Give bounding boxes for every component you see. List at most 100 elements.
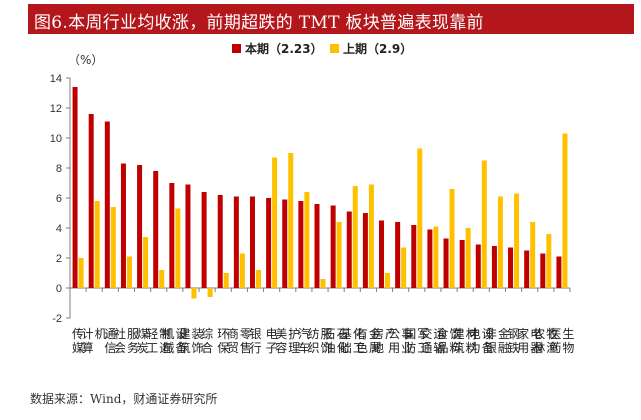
bar-last-period-15 bbox=[304, 192, 310, 288]
bar-last-period-4 bbox=[126, 256, 132, 288]
legend-swatch-last-period bbox=[330, 44, 339, 53]
category-label: 美容护理 bbox=[275, 327, 300, 355]
category-label: 医药生物 bbox=[549, 327, 574, 355]
category-label: 通信 bbox=[104, 327, 116, 355]
category-label: 传媒 bbox=[72, 326, 84, 355]
bar-last-period-28 bbox=[514, 193, 520, 288]
y-axis-unit: （%） bbox=[68, 53, 103, 67]
bar-this-period-30 bbox=[540, 253, 546, 288]
figure-title: 图6.本周行业均收涨，前期超跌的 TMT 板块普遍表现靠前 bbox=[34, 13, 484, 33]
bar-this-period-6 bbox=[153, 171, 159, 288]
bar-this-period-23 bbox=[427, 229, 433, 288]
bar-this-period-17 bbox=[330, 205, 336, 288]
category-label: 煤炭 bbox=[137, 327, 149, 355]
bar-last-period-10 bbox=[223, 273, 229, 288]
category-label: 汽车 bbox=[298, 326, 310, 355]
category-label: 建筑材料 bbox=[453, 327, 478, 355]
bar-this-period-1 bbox=[72, 87, 78, 288]
category-label: 纺织服饰 bbox=[307, 327, 332, 355]
bar-last-period-1 bbox=[78, 258, 84, 288]
category-label: 公用事业 bbox=[388, 327, 413, 355]
category-label: 非银金融 bbox=[485, 326, 510, 355]
bar-this-period-16 bbox=[314, 204, 320, 288]
category-label: 食品饮料 bbox=[437, 326, 462, 355]
y-tick-label: 10 bbox=[50, 133, 62, 145]
bar-last-period-23 bbox=[433, 226, 439, 288]
category-label: 国防军工 bbox=[404, 327, 429, 355]
bar-last-period-19 bbox=[368, 184, 374, 288]
legend-label-last-period: 上期（2.9） bbox=[343, 41, 412, 56]
bar-last-period-8 bbox=[191, 288, 197, 299]
source-note: 数据来源：Wind，财通证券研究所 bbox=[30, 392, 218, 406]
legend-label-this-period: 本期（2.23） bbox=[245, 41, 323, 56]
bar-this-period-27 bbox=[491, 246, 497, 288]
category-label: 有色金属 bbox=[356, 326, 381, 355]
y-tick-label: 12 bbox=[50, 103, 62, 115]
bar-this-period-7 bbox=[169, 183, 175, 288]
bar-this-period-4 bbox=[120, 163, 126, 288]
bar-this-period-26 bbox=[475, 244, 481, 288]
bar-this-period-13 bbox=[266, 198, 272, 288]
y-tick-label: 14 bbox=[50, 73, 62, 85]
bar-this-period-28 bbox=[508, 247, 514, 288]
y-tick-label: 2 bbox=[56, 253, 62, 265]
bar-last-period-2 bbox=[94, 201, 100, 288]
bar-chart: -2 0 2 4 6 8 10 12 14 （%） 传媒计算机通信社会服务煤炭轻工制造机械设备建筑装… bbox=[50, 41, 575, 355]
bar-last-period-5 bbox=[143, 237, 149, 288]
bar-this-period-21 bbox=[395, 222, 401, 288]
category-label: 石油石化 bbox=[324, 327, 349, 355]
bar-last-period-3 bbox=[110, 207, 116, 288]
category-label: 银行 bbox=[249, 327, 261, 355]
bar-last-period-21 bbox=[401, 247, 407, 288]
category-label: 钢铁 bbox=[508, 327, 520, 355]
bar-last-period-18 bbox=[352, 186, 358, 288]
category-label: 社会服务 bbox=[114, 326, 139, 355]
bar-last-period-27 bbox=[497, 196, 503, 288]
bar-last-period-13 bbox=[272, 157, 278, 288]
bar-last-period-6 bbox=[159, 270, 165, 288]
title-bar: 图6.本周行业均收涨，前期超跌的 TMT 板块普遍表现靠前 bbox=[28, 4, 634, 34]
bar-this-period-9 bbox=[201, 192, 207, 288]
bar-this-period-29 bbox=[524, 250, 530, 288]
category-label: 商贸零售 bbox=[227, 326, 252, 355]
bar-last-period-20 bbox=[385, 273, 391, 288]
bar-last-period-25 bbox=[465, 228, 471, 288]
category-label: 房地产 bbox=[372, 326, 397, 355]
bar-last-period-9 bbox=[207, 288, 213, 297]
bar-last-period-11 bbox=[239, 253, 245, 288]
bar-this-period-3 bbox=[104, 121, 110, 288]
bar-last-period-7 bbox=[175, 208, 181, 288]
y-tick-label: 4 bbox=[56, 223, 62, 235]
legend-swatch-this-period bbox=[232, 44, 241, 53]
bar-this-period-24 bbox=[443, 238, 449, 288]
bar-this-period-12 bbox=[249, 196, 255, 288]
bar-this-period-14 bbox=[282, 199, 288, 288]
y-tick-label: -2 bbox=[52, 313, 62, 325]
bar-this-period-20 bbox=[379, 220, 385, 288]
category-label: 环保 bbox=[217, 327, 229, 355]
bar-this-period-15 bbox=[298, 201, 304, 288]
bar-last-period-22 bbox=[417, 148, 423, 288]
category-label: 综合 bbox=[201, 327, 213, 355]
bar-last-period-31 bbox=[562, 133, 568, 288]
category-label: 农林牧渔 bbox=[533, 327, 558, 355]
y-tick-label: 6 bbox=[56, 193, 62, 205]
bar-this-period-25 bbox=[459, 240, 465, 288]
bar-this-period-31 bbox=[556, 256, 562, 288]
bar-this-period-10 bbox=[217, 195, 223, 288]
bar-last-period-16 bbox=[320, 279, 326, 288]
category-label: 基础化工 bbox=[340, 327, 365, 355]
category-label: 建筑装饰 bbox=[178, 327, 203, 355]
y-tick-label: 0 bbox=[56, 283, 62, 295]
bar-this-period-19 bbox=[362, 213, 368, 288]
category-label: 电子 bbox=[266, 327, 278, 355]
bar-this-period-18 bbox=[346, 211, 352, 288]
bar-last-period-29 bbox=[530, 222, 536, 288]
category-label: 机械设备 bbox=[162, 327, 187, 355]
category-label: 计算机 bbox=[82, 327, 107, 355]
bar-last-period-17 bbox=[336, 222, 342, 288]
category-label: 电力设备 bbox=[469, 327, 494, 355]
bar-last-period-12 bbox=[255, 270, 261, 288]
y-tick-label: 8 bbox=[56, 163, 62, 175]
bar-this-period-5 bbox=[137, 165, 143, 288]
